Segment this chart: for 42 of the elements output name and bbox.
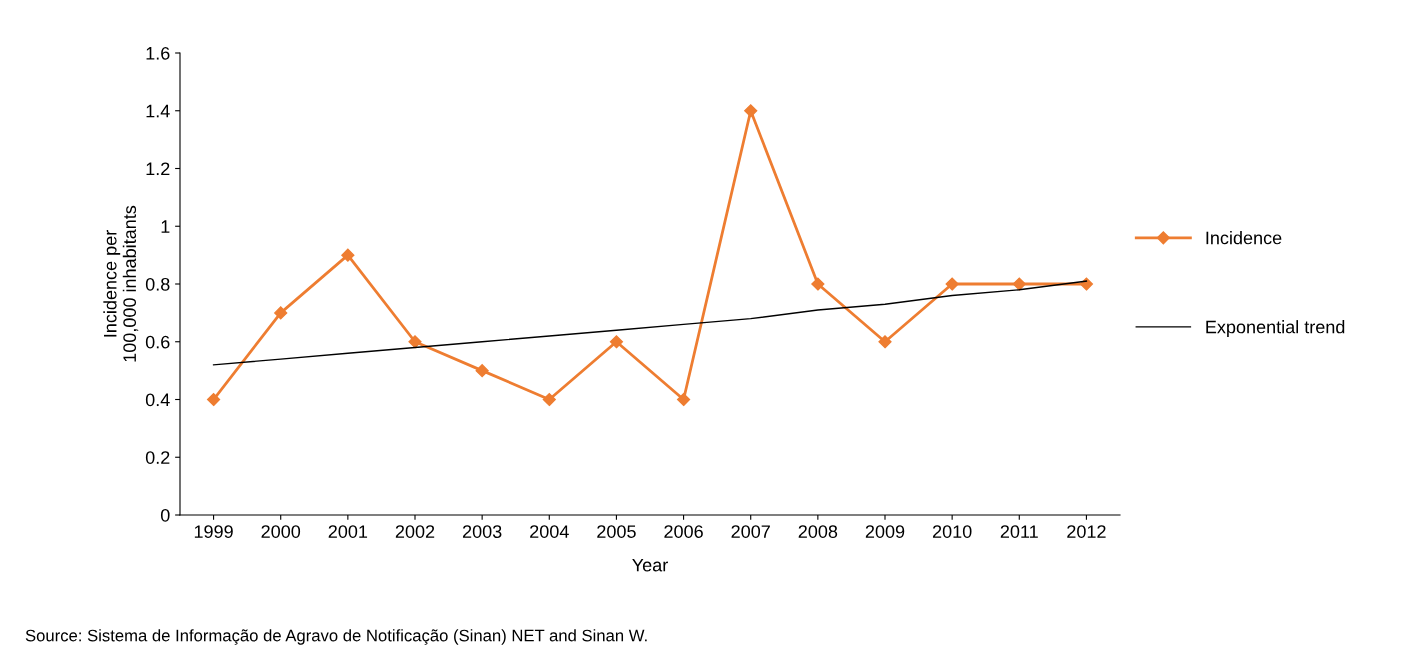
x-tick-label: 1999 [194,525,233,538]
y-tick-label: 1.4 [146,104,170,118]
point [811,277,825,291]
point [1012,277,1026,291]
point [475,364,489,378]
x-tick-label: 2006 [664,525,703,538]
point [676,392,691,407]
y-tick-label: 1.2 [146,162,170,176]
y-tick-label: 0.6 [145,335,170,349]
source-note: Source: Sistema de Informação de Agravo de Notificação (Sinan) NET and Sinan W. [25,629,647,645]
point [945,277,959,291]
x-tick-label: 2003 [462,525,502,538]
point [1079,277,1094,291]
x-tick-label: 2012 [1067,525,1106,538]
legend-label: Exponential trend [1206,320,1345,337]
point [542,392,556,407]
x-tick-label: 2005 [597,525,636,538]
legend-label: Incidence [1206,231,1282,245]
y-axis-title: Incidence per 100,000 inhabitants [103,205,139,362]
x-tick-label: 2001 [328,525,368,538]
point [274,306,288,320]
x-tick-label: 2002 [395,525,435,538]
y-tick-label: 0 [160,508,170,522]
y-tick-label: 0.2 [145,451,170,464]
point [341,248,355,262]
point [744,104,758,118]
x-tick-label: 2007 [731,525,770,538]
point [878,335,892,349]
point [609,335,624,349]
x-axis-title: Year [632,558,668,572]
y-tick-label: 1.6 [146,46,170,60]
x-tick-label: 2009 [865,525,905,538]
y-tick-label: 0.4 [145,393,170,407]
x-tick-label: 2004 [530,525,569,538]
point [408,335,422,349]
point [206,392,221,407]
x-tick-label: 2011 [1000,525,1038,538]
y-tick-label: 1 [161,220,170,233]
x-tick-label: 2000 [261,525,301,538]
x-tick-label: 2008 [798,525,838,538]
y-tick-label: 0.8 [145,277,170,291]
x-tick-label: 2010 [932,525,972,538]
